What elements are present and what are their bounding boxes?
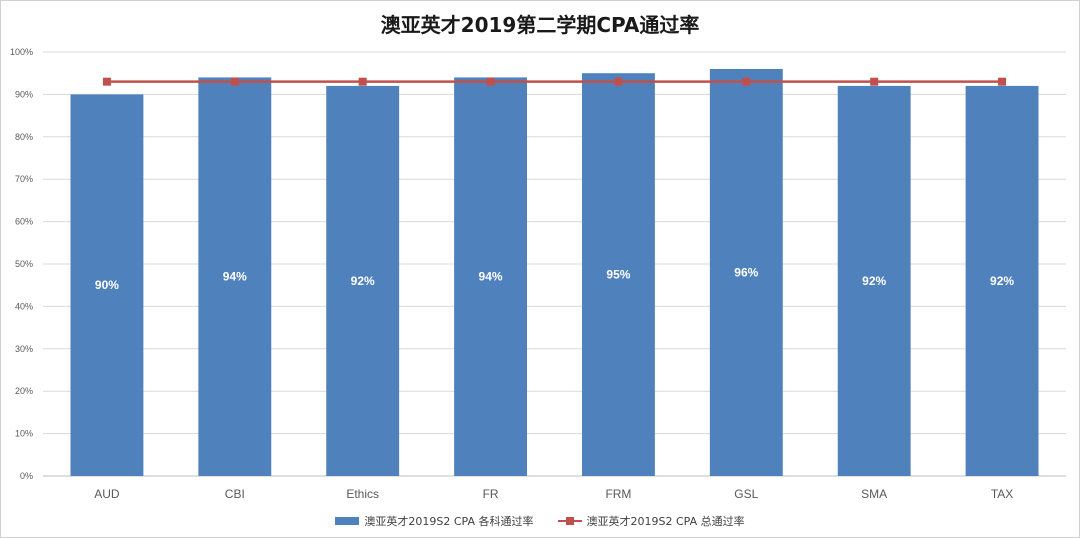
y-tick-label: 90% (15, 89, 33, 99)
line-marker (230, 77, 239, 86)
line-marker (102, 77, 111, 86)
line-marker (358, 77, 367, 86)
bar (581, 73, 655, 476)
line-marker (614, 77, 623, 86)
legend-item-line: 澳亚英才2019S2 CPA 总通过率 (557, 513, 745, 529)
x-tick-label: Ethics (346, 487, 379, 501)
x-tick-label: GSL (734, 487, 758, 501)
y-tick-label: 100% (10, 47, 33, 57)
x-tick-label: SMA (861, 487, 887, 501)
bar (837, 85, 911, 477)
x-tick-label: AUD (94, 487, 120, 501)
bar (965, 85, 1039, 477)
bar (709, 68, 783, 477)
chart-title: 澳亚英才2019第二学期CPA通过率 (380, 13, 700, 37)
data-label: 92% (990, 274, 1014, 288)
legend-label-line: 澳亚英才2019S2 CPA 总通过率 (586, 515, 745, 528)
x-tick-label: TAX (991, 487, 1013, 501)
x-tick-label: CBI (225, 487, 245, 501)
y-tick-label: 10% (15, 429, 33, 439)
bar (70, 94, 144, 477)
y-tick-label: 50% (15, 259, 33, 269)
data-label: 94% (479, 270, 503, 284)
data-label: 92% (351, 274, 375, 288)
chart-legend: 澳亚英才2019S2 CPA 各科通过率 澳亚英才2019S2 CPA 总通过率 (1, 511, 1079, 531)
line-marker (486, 77, 495, 86)
bar (454, 77, 528, 476)
y-tick-label: 70% (15, 174, 33, 184)
bar (326, 85, 400, 477)
x-tick-label: FRM (605, 487, 631, 501)
data-label: 95% (606, 268, 630, 282)
data-label: 96% (734, 265, 758, 279)
data-label: 94% (223, 270, 247, 284)
data-label: 92% (862, 274, 886, 288)
line-marker (998, 77, 1007, 86)
legend-swatch-line (557, 517, 582, 525)
x-tick-label: FR (483, 487, 499, 501)
data-label: 90% (95, 278, 119, 292)
y-tick-label: 60% (15, 217, 33, 227)
legend-item-bar: 澳亚英才2019S2 CPA 各科通过率 (335, 513, 534, 529)
legend-label-bar: 澳亚英才2019S2 CPA 各科通过率 (364, 515, 534, 528)
y-tick-label: 0% (20, 471, 33, 481)
y-tick-label: 80% (15, 132, 33, 142)
y-tick-label: 30% (15, 344, 33, 354)
bar (198, 77, 272, 476)
line-marker (742, 77, 751, 86)
legend-swatch-bar (335, 517, 360, 525)
line-marker (870, 77, 879, 86)
y-tick-label: 20% (15, 386, 33, 396)
y-tick-label: 40% (15, 301, 33, 311)
